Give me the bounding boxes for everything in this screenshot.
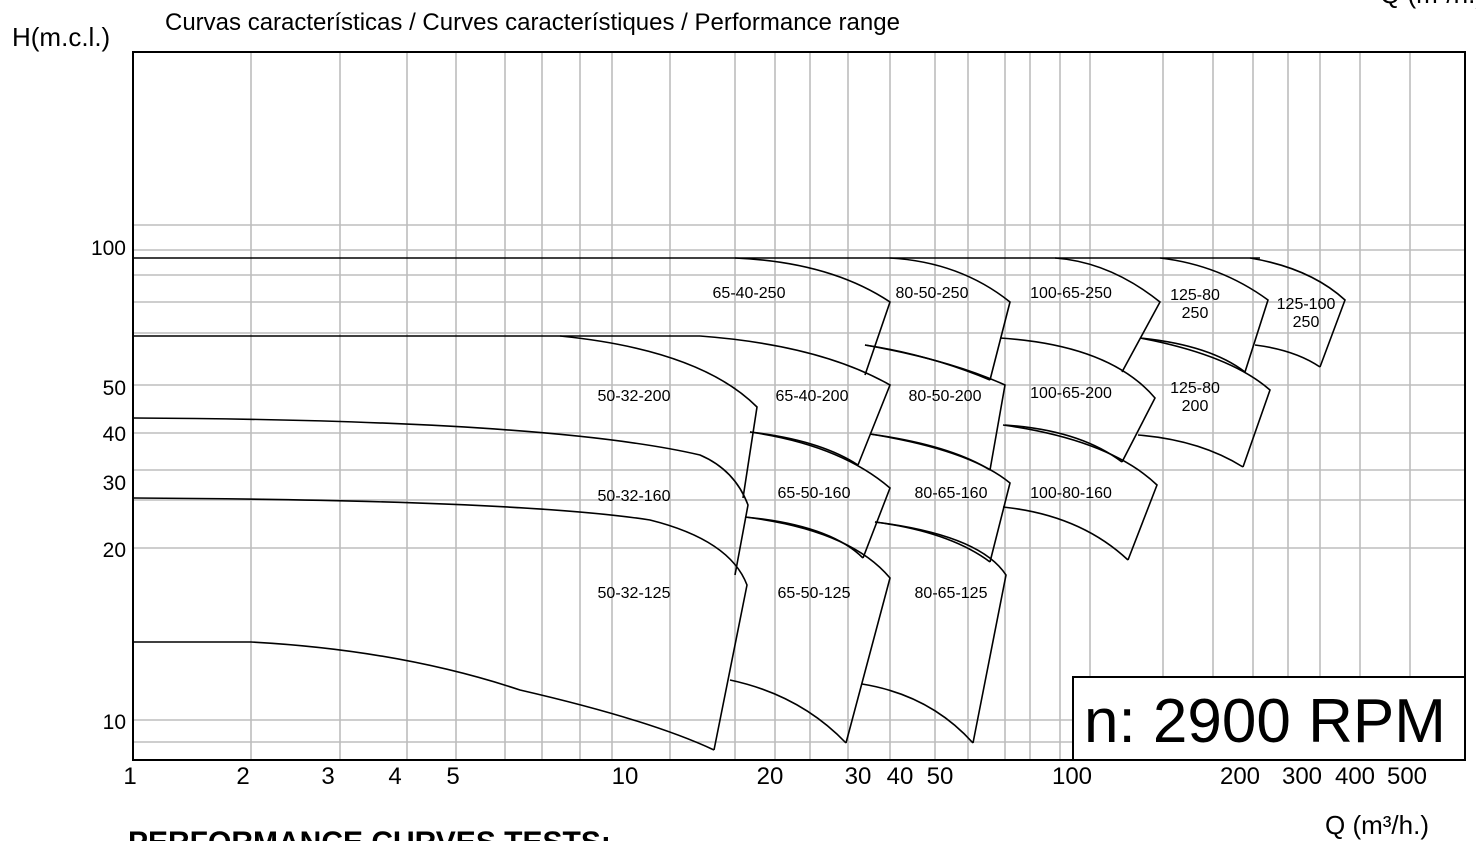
x-axis-label: Q (m³/h.) (1325, 810, 1429, 840)
region-label: 50-32-200 (598, 388, 671, 405)
y-tick-label: 40 (103, 423, 126, 446)
x-tick-label: 1 (123, 763, 136, 790)
region-label: 65-40-200 (776, 388, 849, 405)
x-tick-label: 2 (236, 763, 249, 790)
region-label: 250 (1182, 305, 1209, 322)
region-label: 100-65-250 (1030, 285, 1112, 302)
region-label: 125-80 (1170, 287, 1220, 304)
region-label: 50-32-125 (598, 585, 671, 602)
x-axis-label-top: Q (m³/h.) (1380, 0, 1476, 9)
y-tick-label: 10 (103, 711, 126, 734)
y-tick-label: 20 (103, 539, 126, 562)
plot-frame (132, 51, 1466, 761)
x-tick-label: 400 (1335, 763, 1375, 790)
region-label: 80-50-250 (896, 285, 969, 302)
x-tick-label: 300 (1282, 763, 1322, 790)
x-tick-label: 50 (927, 763, 954, 790)
region-label: 125-100 (1277, 296, 1336, 313)
region-label: 100-65-200 (1030, 385, 1112, 402)
speed-label: n: 2900 RPM (1084, 687, 1446, 756)
region-label: 125-80 (1170, 380, 1220, 397)
y-axis-label: H(m.c.l.) (12, 22, 110, 52)
x-tick-label: 40 (887, 763, 914, 790)
region-label: 65-50-125 (778, 585, 851, 602)
speed-box (1072, 676, 1466, 761)
x-tick-label: 200 (1220, 763, 1260, 790)
x-tick-label: 30 (845, 763, 872, 790)
footer: PERFORMANCE CURVES TESTS: (128, 826, 611, 841)
x-tick-label: 20 (757, 763, 784, 790)
curves (132, 257, 1346, 751)
region-label: 250 (1293, 314, 1320, 331)
x-tick-label: 3 (321, 763, 334, 790)
y-tick-label: 50 (103, 377, 126, 400)
region-label: 200 (1182, 398, 1209, 415)
y-tick-label: 100 (91, 237, 126, 260)
region-label: 80-65-125 (915, 585, 988, 602)
x-tick-label: 4 (388, 763, 401, 790)
x-tick-label: 10 (612, 763, 639, 790)
region-label: 50-32-160 (598, 488, 671, 505)
region-label: 65-50-160 (778, 485, 851, 502)
x-tick-label: 5 (446, 763, 459, 790)
y-tick-label: 30 (103, 472, 126, 495)
chart-title: Curvas características / Curves caracter… (165, 9, 900, 36)
region-label: 80-65-160 (915, 485, 988, 502)
x-tick-label: 500 (1387, 763, 1427, 790)
x-tick-label: 100 (1052, 763, 1092, 790)
region-label: 100-80-160 (1030, 485, 1112, 502)
region-label: 65-40-250 (713, 285, 786, 302)
region-label: 80-50-200 (909, 388, 982, 405)
